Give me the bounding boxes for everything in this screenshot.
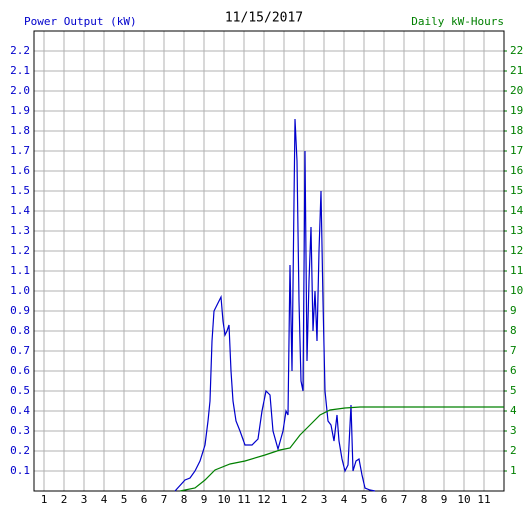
y-tick-label: 1.5 xyxy=(10,184,30,197)
y-tick-label: 1.2 xyxy=(10,244,30,257)
x-tick-label: 4 xyxy=(341,493,348,506)
y2-tick-label: 14 xyxy=(510,204,524,217)
y-tick-label: 1.4 xyxy=(10,204,30,217)
y2-tick-label: 8 xyxy=(510,324,517,337)
y-axis-label: Power Output (kW) xyxy=(24,15,137,28)
y-tick-label: 1.0 xyxy=(10,284,30,297)
plot-border xyxy=(33,30,505,492)
data-line xyxy=(174,118,376,492)
x-tick-label: 11 xyxy=(477,493,490,506)
y2-tick-label: 1 xyxy=(510,464,517,477)
y-tick-label: 1.9 xyxy=(10,104,30,117)
x-tick-label: 5 xyxy=(361,493,368,506)
y2-tick-label: 9 xyxy=(510,304,517,317)
y2-tick-label: 3 xyxy=(510,424,517,437)
x-tick-label: 6 xyxy=(141,493,148,506)
y-tick-label: 1.1 xyxy=(10,264,30,277)
y2-tick-label: 10 xyxy=(510,284,523,297)
chart-title: 11/15/2017 xyxy=(225,11,303,26)
y2-tick-label: 21 xyxy=(510,64,523,77)
x-tick-label: 5 xyxy=(121,493,128,506)
y2-tick-label: 19 xyxy=(510,104,523,117)
y2-tick-label: 11 xyxy=(510,264,523,277)
y-tick-label: 0.1 xyxy=(10,464,30,477)
x-tick-label: 3 xyxy=(321,493,328,506)
y-tick-label: 2.2 xyxy=(10,44,30,57)
y2-tick-label: 18 xyxy=(510,124,523,137)
y-tick-label: 0.9 xyxy=(10,304,30,317)
y-tick-label: 0.7 xyxy=(10,344,30,357)
y-tick-label: 0.8 xyxy=(10,324,30,337)
y-tick-label: 0.4 xyxy=(10,404,30,417)
x-tick-label: 1 xyxy=(281,493,288,506)
x-tick-label: 2 xyxy=(61,493,68,506)
y2-tick-label: 17 xyxy=(510,144,523,157)
x-tick-label: 9 xyxy=(441,493,448,506)
y-tick-label: 0.3 xyxy=(10,424,30,437)
x-tick-label: 8 xyxy=(421,493,428,506)
y-tick-label: 2.1 xyxy=(10,64,30,77)
x-tick-label: 8 xyxy=(181,493,188,506)
x-tick-label: 10 xyxy=(217,493,230,506)
x-tick-label: 10 xyxy=(457,493,470,506)
y-tick-label: 2.0 xyxy=(10,84,30,97)
x-tick-label: 2 xyxy=(301,493,308,506)
y-tick-label: 1.8 xyxy=(10,124,30,137)
x-tick-label: 11 xyxy=(237,493,250,506)
y2-tick-label: 13 xyxy=(510,224,523,237)
y2-tick-label: 2 xyxy=(510,444,517,457)
y2-tick-label: 5 xyxy=(510,384,517,397)
x-tick-label: 3 xyxy=(81,493,88,506)
x-tick-label: 1 xyxy=(41,493,48,506)
data-line xyxy=(179,406,504,492)
y2-tick-label: 4 xyxy=(510,404,517,417)
x-tick-label: 4 xyxy=(101,493,108,506)
y2-tick-label: 12 xyxy=(510,244,523,257)
y-tick-label: 1.3 xyxy=(10,224,30,237)
x-tick-label: 7 xyxy=(401,493,408,506)
y2-tick-label: 20 xyxy=(510,84,523,97)
y2-tick-label: 16 xyxy=(510,164,523,177)
y-tick-label: 0.6 xyxy=(10,364,30,377)
y-tick-label: 1.6 xyxy=(10,164,30,177)
x-tick-label: 9 xyxy=(201,493,208,506)
x-tick-label: 6 xyxy=(381,493,388,506)
y2-tick-label: 22 xyxy=(510,44,523,57)
y-tick-label: 1.7 xyxy=(10,144,30,157)
y-tick-label: 0.2 xyxy=(10,444,30,457)
y2-tick-label: 6 xyxy=(510,364,517,377)
x-tick-label: 7 xyxy=(161,493,168,506)
x-tick-label: 12 xyxy=(257,493,270,506)
y2-tick-label: 7 xyxy=(510,344,517,357)
y-tick-label: 0.5 xyxy=(10,384,30,397)
y2-axis-label: Daily kW-Hours xyxy=(411,15,504,28)
y2-tick-label: 15 xyxy=(510,184,523,197)
